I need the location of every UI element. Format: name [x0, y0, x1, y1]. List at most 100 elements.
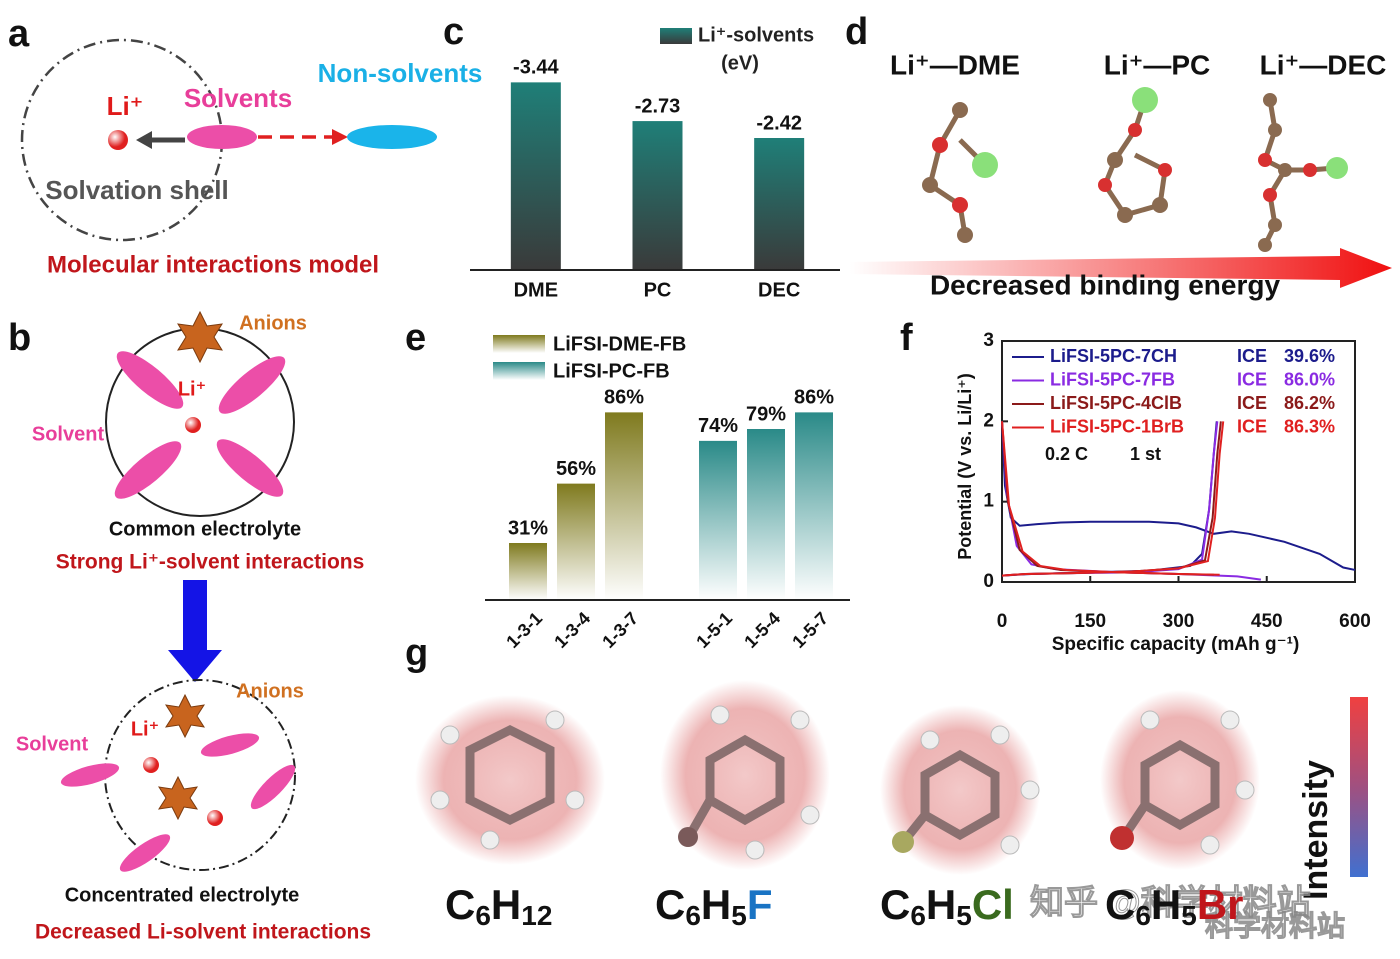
annotation: 0.2 C: [1045, 444, 1088, 464]
formula-part: H: [1151, 881, 1181, 928]
x-tick-label: 1-3-1: [502, 608, 546, 652]
formula-part: 5: [956, 900, 972, 931]
anion: [177, 310, 223, 364]
x-tick-label: 1-3-7: [598, 608, 642, 652]
bar: [795, 412, 833, 600]
label: Common electrolyte: [109, 518, 301, 540]
li-ion: [143, 757, 159, 773]
value-label: 74%: [698, 415, 738, 437]
label: Anions: [236, 680, 304, 702]
panel-b: Anions Li⁺ Solvent Common electrolyte St…: [16, 310, 371, 944]
line: [1001, 421, 1356, 571]
y-tick-label: 2: [983, 410, 994, 431]
solvent: [114, 441, 182, 499]
formula-part: 12: [521, 900, 552, 931]
formula-part: C: [655, 881, 685, 928]
bar: [632, 121, 683, 270]
formula-part: 6: [475, 900, 491, 931]
solvent: [218, 356, 286, 414]
li-ion: [108, 130, 128, 150]
legend-ice-value: 39.6%: [1284, 346, 1335, 366]
legend-label: LiFSI-PC-FB: [553, 360, 670, 382]
label: Solvent: [32, 423, 105, 445]
legend-ice: ICE: [1237, 369, 1267, 389]
panel-label: e: [405, 317, 426, 359]
bar: [699, 440, 737, 600]
legend-label: LiFSI-5PC-7FB: [1050, 369, 1175, 389]
formula-part: H: [701, 881, 731, 928]
solvent: [119, 834, 171, 872]
formula-part: F: [747, 881, 773, 928]
shell: [104, 679, 296, 871]
legend-swatch: [493, 335, 545, 353]
x-tick-label: 0: [997, 611, 1008, 632]
watermark: 科学材料站: [1205, 909, 1345, 941]
y-tick-label: 3: [983, 330, 994, 351]
value-label: 79%: [746, 403, 786, 425]
solvent: [60, 763, 120, 787]
formula-part: 6: [910, 900, 926, 931]
value-label: -3.44: [513, 57, 559, 79]
value-label: 86%: [794, 387, 834, 409]
line: [1001, 421, 1218, 577]
formula: C6H5F: [655, 881, 773, 931]
solvent: [200, 733, 260, 757]
anion: [164, 693, 206, 739]
x-tick-label: DME: [514, 279, 558, 301]
panel-g-molecules: [415, 680, 1368, 877]
value-label: 86%: [604, 387, 644, 409]
x-axis-title: Specific capacity (mAh g⁻¹): [1052, 634, 1300, 655]
label: Strong Li⁺-solvent interactions: [56, 551, 365, 574]
legend-label: LiFSI-5PC-1BrB: [1050, 416, 1184, 436]
panel-label: g: [405, 632, 428, 674]
label: Li⁺: [178, 378, 206, 400]
label: Li⁺—DME: [890, 49, 1020, 80]
y-axis-title: Potential (V vs. Li/Li⁺): [955, 373, 975, 560]
label: Decreased Li-solvent interactions: [35, 921, 371, 944]
formula-part: C: [880, 881, 910, 928]
legend-label: LiFSI-5PC-4ClB: [1050, 393, 1182, 413]
legend-ice-value: 86.3%: [1284, 416, 1335, 436]
label: Li⁺: [107, 91, 144, 121]
colorbar: [1350, 697, 1368, 877]
x-tick-label: 600: [1339, 611, 1371, 632]
panel-a: Li⁺ Solvents Non-solvents Solvation shel…: [20, 38, 483, 278]
bar: [557, 483, 595, 600]
formula: C6H5Cl: [880, 881, 1014, 931]
formula: C6H5Br: [1105, 881, 1244, 931]
legend-unit: (eV): [721, 52, 759, 74]
x-tick-label: 450: [1251, 611, 1283, 632]
bar: [747, 429, 785, 600]
li-ion: [207, 810, 223, 826]
legend-label: LiFSI-5PC-7CH: [1050, 346, 1177, 366]
y-tick-label: 0: [983, 571, 994, 592]
label: Solvents: [184, 83, 292, 113]
panel-label: b: [8, 317, 31, 359]
value-label: 56%: [556, 458, 596, 480]
formula-part: C: [1105, 881, 1135, 928]
label: Solvent: [16, 733, 89, 755]
panel-label: c: [443, 11, 464, 53]
formula-part: 5: [731, 900, 747, 931]
formula-part: H: [491, 881, 521, 928]
legend-ice-value: 86.2%: [1284, 393, 1335, 413]
x-tick-label: 150: [1074, 611, 1106, 632]
panel-label: f: [900, 317, 913, 359]
x-tick-label: 1-5-4: [740, 608, 784, 652]
panel-label: a: [8, 13, 30, 55]
arrow: [168, 580, 222, 682]
y-tick-label: 1: [983, 491, 994, 512]
label: Concentrated electrolyte: [65, 884, 300, 906]
solvent: [187, 125, 257, 149]
legend-ice-value: 86.0%: [1284, 369, 1335, 389]
label: Solvation shell: [45, 175, 229, 205]
bar: [509, 543, 547, 600]
panel-d: Li⁺—DME Li⁺—PC Li⁺—DEC Decreased binding…: [850, 49, 1392, 300]
label: Non-solvents: [318, 58, 483, 88]
legend-label: LiFSI-DME-FB: [553, 333, 686, 355]
formula-part: 5: [1181, 900, 1197, 931]
x-tick-label: 1-5-7: [788, 608, 832, 652]
colorbar-label: Intensity: [1297, 760, 1335, 900]
x-tick-label: DEC: [758, 279, 800, 301]
